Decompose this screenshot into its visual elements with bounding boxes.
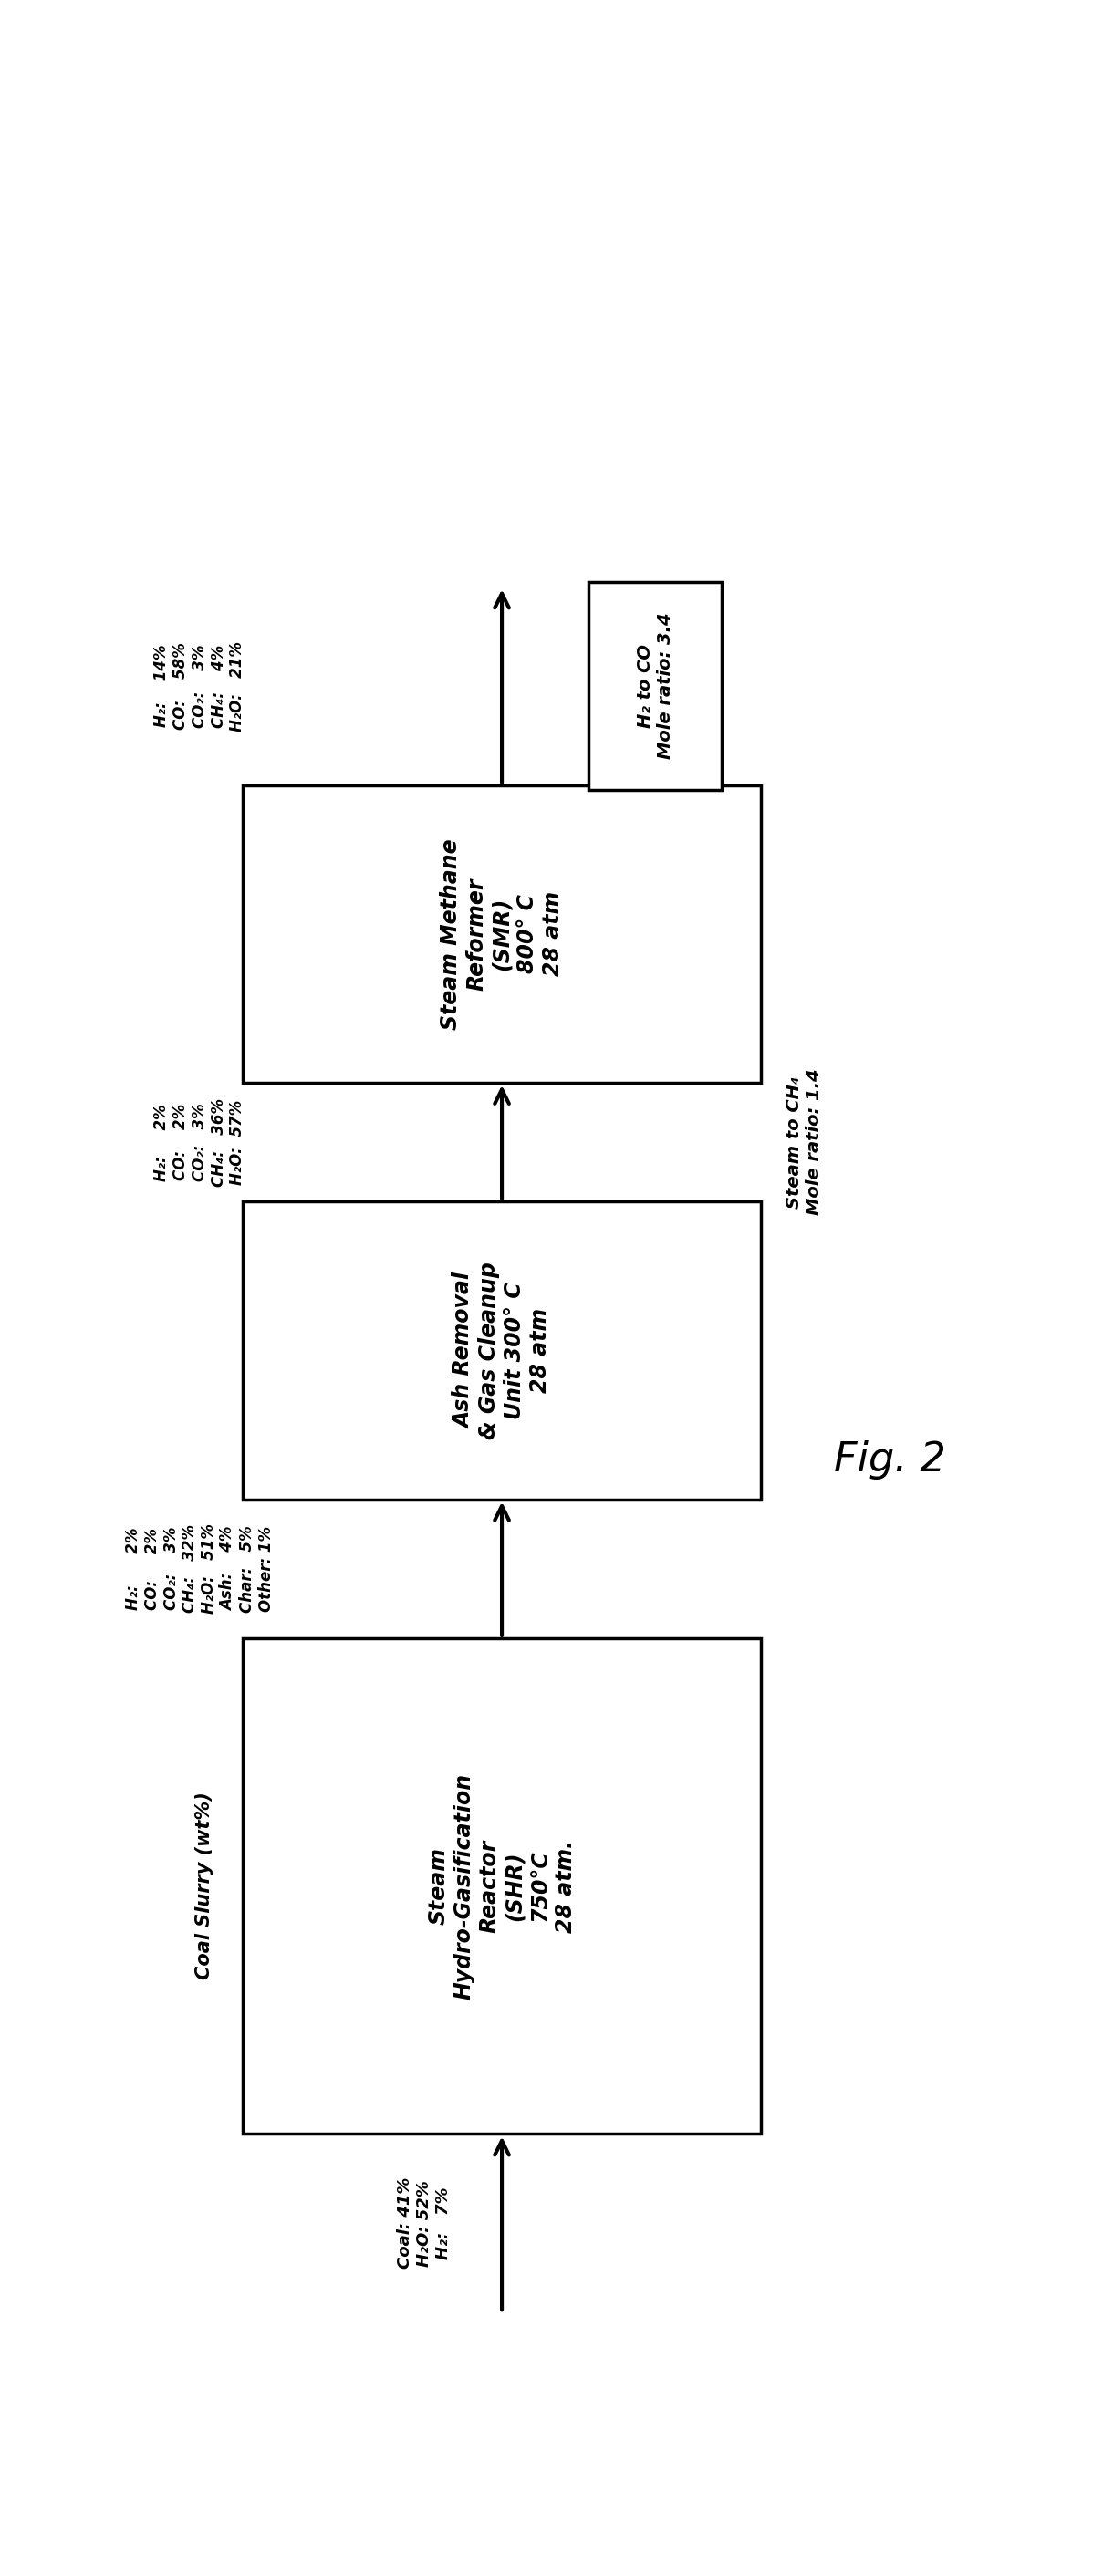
Text: H₂:     2%
CO:    2%
CO₂:   3%
CH₄:   36%
H₂O:  57%: H₂: 2% CO: 2% CO₂: 3% CH₄: 36% H₂O: 57%	[154, 1097, 246, 1188]
Text: H₂:      2%
CO:     2%
CO₂:    3%
CH₄:   32%
H₂O:   51%
Ash:    4%
Char:   5%
Ot: H₂: 2% CO: 2% CO₂: 3% CH₄: 32% H₂O: 51% …	[125, 1522, 274, 1613]
Text: Steam
Hydro-Gasification
Reactor
(SHR)
750°C
28 atm.: Steam Hydro-Gasification Reactor (SHR) 7…	[428, 1772, 576, 1999]
Text: Steam Methane
Reformer
(SMR)
800° C
28 atm: Steam Methane Reformer (SMR) 800° C 28 a…	[440, 837, 564, 1030]
Text: H₂ to CO
Mole ratio: 3.4: H₂ to CO Mole ratio: 3.4	[636, 613, 674, 760]
Text: Fig. 2: Fig. 2	[834, 1440, 947, 1479]
Text: H₂:    14%
CO:    58%
CO₂:    3%
CH₄:    4%
H₂O:   21%: H₂: 14% CO: 58% CO₂: 3% CH₄: 4% H₂O: 21%	[154, 641, 246, 732]
Text: Ash Removal
& Gas Cleanup
Unit 300° C
28 atm: Ash Removal & Gas Cleanup Unit 300° C 28…	[453, 1262, 550, 1440]
Bar	[243, 1638, 761, 2133]
Bar	[243, 786, 761, 1082]
Text: Steam to CH₄
Mole ratio: 1.4: Steam to CH₄ Mole ratio: 1.4	[785, 1069, 823, 1216]
Text: Coal: 41%
H₂O: 52%
H₂:   7%: Coal: 41% H₂O: 52% H₂: 7%	[397, 2177, 451, 2269]
Text: Coal Slurry (wt%): Coal Slurry (wt%)	[195, 1793, 213, 1981]
Bar	[588, 582, 722, 791]
Bar	[243, 1200, 761, 1499]
